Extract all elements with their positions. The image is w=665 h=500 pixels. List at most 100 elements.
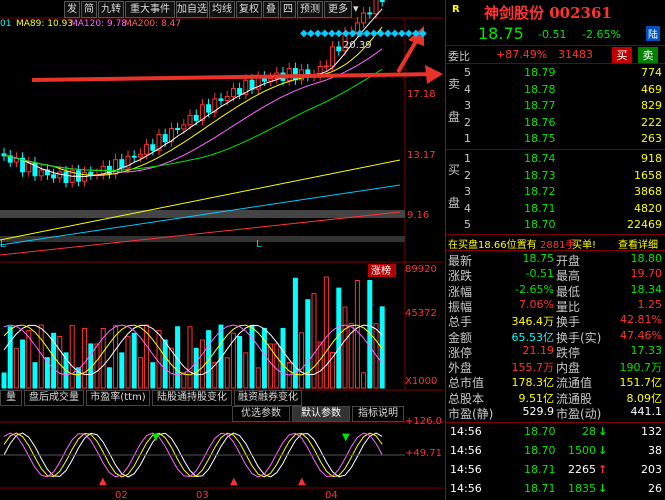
diamond: ◆ <box>419 28 427 39</box>
volume-ma <box>3 324 383 376</box>
volume-bar <box>261 327 267 389</box>
volume-bar <box>354 280 360 389</box>
volume-bar <box>13 347 19 389</box>
candle-body <box>199 104 205 121</box>
toolbar-button[interactable]: 重大事件 <box>125 1 175 18</box>
dropdown[interactable]: ▾ <box>353 2 359 15</box>
stat-value: 21.19 <box>522 343 555 357</box>
stat-label: 开盘 <box>556 254 581 268</box>
volume-bar <box>193 347 199 389</box>
toolbar-button[interactable]: 复权 <box>236 1 262 18</box>
toolbar-button[interactable]: 预测 <box>297 1 323 18</box>
separator <box>446 149 665 150</box>
book-price: 18.79 <box>524 66 556 79</box>
stat-label: 最高 <box>556 269 581 284</box>
stat-value: 7.06% <box>519 297 554 311</box>
toolbar-button[interactable]: 更多 <box>324 1 352 18</box>
volume-bar <box>32 362 38 389</box>
toolbar-button[interactable]: 四 <box>280 1 296 18</box>
diamond: ◆ <box>300 28 308 39</box>
param-tab[interactable]: 默认参数 <box>292 406 350 422</box>
candle-body <box>336 46 342 52</box>
candle-body <box>175 128 181 131</box>
tick-time: 14:56 <box>450 444 482 457</box>
book-level: 3 <box>464 185 471 198</box>
indicator-line <box>3 432 383 478</box>
volume-bar <box>249 325 255 389</box>
toolbar-button[interactable]: 发 <box>64 1 80 18</box>
candle-body <box>26 162 32 173</box>
stat-value: 346.4万 <box>511 315 555 329</box>
tick-volume: 1500 <box>568 444 596 457</box>
stat-value: 1.25 <box>637 297 663 311</box>
volume-axis-label: 45372 <box>405 308 437 319</box>
toolbar-button[interactable]: 均线 <box>209 1 235 18</box>
indicator-tab[interactable]: 陆股通持股变化 <box>152 390 232 406</box>
candle-body <box>20 157 26 173</box>
candle-body <box>342 32 348 52</box>
marker: L <box>256 239 262 250</box>
volume-bar <box>175 326 181 389</box>
volume-bar <box>199 339 205 389</box>
stat-value: 19.70 <box>630 267 663 281</box>
notice-pre: 在买盘18.66位置有 <box>448 240 537 251</box>
book-side: 盘 <box>448 195 461 210</box>
ma-legend: MA89: 10.93 <box>16 19 74 29</box>
book-volume: 918 <box>641 152 662 165</box>
indicator-tab[interactable]: 市盈率(ttm) <box>86 390 150 406</box>
book-side: 盘 <box>448 109 461 124</box>
volume-bar <box>243 352 249 389</box>
volume-bar <box>348 322 354 389</box>
volume-bar <box>330 352 336 389</box>
diamond: ◆ <box>398 28 406 39</box>
ma-legend: MA120: 9.78 <box>70 19 128 29</box>
ma-line <box>3 68 383 171</box>
candle-body <box>137 153 143 158</box>
candle-body <box>131 155 137 158</box>
ma-legend: 01 <box>0 19 12 29</box>
signal: ▲ <box>298 476 306 487</box>
indicator-tab[interactable]: 盘后成交量 <box>24 390 84 406</box>
indicator-tab[interactable]: 融资融券变化 <box>234 390 302 406</box>
badge-bg <box>368 264 396 277</box>
signal: ▼ <box>152 432 160 443</box>
candle-body <box>88 171 94 176</box>
volume-bar <box>168 347 174 389</box>
buy-button[interactable]: 买 <box>612 47 632 63</box>
diamond: ◆ <box>307 28 315 39</box>
toolbar-button[interactable]: 简 <box>81 1 97 18</box>
toolbar-button[interactable]: 九转 <box>98 1 124 18</box>
tick-price: 18.71 <box>524 463 556 476</box>
book-level: 3 <box>464 99 471 112</box>
book-volume: 222 <box>641 115 662 129</box>
book-volume: 22469 <box>627 218 662 231</box>
stat-label: 量比 <box>556 299 581 314</box>
signal: ▲ <box>230 476 238 487</box>
indicator-tab[interactable]: 量 <box>0 390 22 406</box>
candle-body <box>354 22 360 33</box>
sell-button[interactable]: 卖 <box>638 47 658 63</box>
book-volume: 829 <box>641 99 662 112</box>
volume-bar <box>150 362 156 389</box>
diamond: ◆ <box>349 28 357 39</box>
candle-body <box>181 124 187 130</box>
volume-bar <box>237 335 243 389</box>
stat-value: 18.75 <box>522 252 555 265</box>
candle-body <box>330 46 336 67</box>
volume-bar <box>7 326 13 389</box>
chart-panel: ◆ ◆ ◆ ◆ ◆ ◆ ◆ ◆ ◆ ◆ ◆ ◆ ◆ ◆ ◆ ◆ ◆ ◆ 20.39 17.18 13.17 9.16 涨榜 8… <box>0 0 443 500</box>
tick-volume: 1835 <box>568 482 596 495</box>
ma-line <box>0 211 401 256</box>
book-volume: 774 <box>641 66 662 79</box>
book-price: 18.77 <box>524 99 556 112</box>
book-price: 18.71 <box>524 201 556 215</box>
param-tab[interactable]: 优选参数 <box>232 406 290 422</box>
diamond: ◆ <box>328 28 336 39</box>
stat-label: 涨跌 <box>448 269 473 284</box>
volume-bar <box>323 276 329 389</box>
volume-bar <box>137 357 143 389</box>
toolbar-button[interactable]: 叠 <box>263 1 279 18</box>
param-tab[interactable]: 指标说明 <box>352 406 404 422</box>
notice-link[interactable]: 查看详细 <box>618 240 658 251</box>
toolbar-button[interactable]: 加自选 <box>176 1 208 18</box>
